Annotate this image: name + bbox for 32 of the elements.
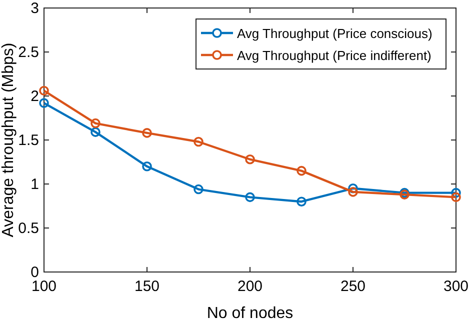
point <box>194 136 204 147</box>
point <box>142 128 152 138</box>
y-axis-title: Average throughput (Mbps) <box>0 42 17 238</box>
point <box>39 86 49 96</box>
y-tick-label: 2.5 <box>18 44 39 61</box>
point <box>142 162 152 172</box>
point <box>90 118 100 128</box>
y-tick-label: 0.5 <box>18 220 39 237</box>
legend-label: Avg Throughput (Price conscious) <box>237 26 432 41</box>
point <box>296 166 306 176</box>
point <box>90 127 100 137</box>
y-tick-label: 1.5 <box>18 132 39 149</box>
point <box>296 196 306 206</box>
legend-label: Avg Throughput (Price indifferent) <box>237 48 432 63</box>
point <box>39 98 49 108</box>
y-tick-label: 2 <box>30 88 39 105</box>
point <box>348 184 358 194</box>
x-tick-label: 150 <box>134 278 160 295</box>
x-tick-label: 250 <box>340 278 366 295</box>
y-tick-label: 3 <box>30 0 39 17</box>
y-tick-label: 1 <box>30 176 39 193</box>
point <box>194 184 204 194</box>
point <box>451 188 461 198</box>
y-tick-label: 0 <box>30 264 39 281</box>
x-tick-label: 300 <box>443 278 469 295</box>
x-tick-label: 200 <box>237 278 263 295</box>
point <box>245 192 255 202</box>
x-tick-label: 100 <box>31 278 57 295</box>
point <box>348 187 358 197</box>
x-axis-title: No of nodes <box>206 305 294 321</box>
point <box>245 154 255 164</box>
point <box>451 192 461 202</box>
